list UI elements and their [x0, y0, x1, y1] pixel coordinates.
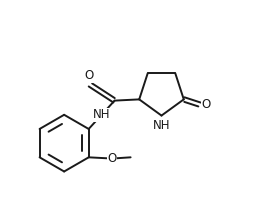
- Text: NH: NH: [93, 108, 110, 121]
- Text: O: O: [84, 69, 93, 82]
- Text: O: O: [201, 98, 211, 111]
- Text: O: O: [107, 152, 117, 165]
- Text: NH: NH: [153, 119, 170, 132]
